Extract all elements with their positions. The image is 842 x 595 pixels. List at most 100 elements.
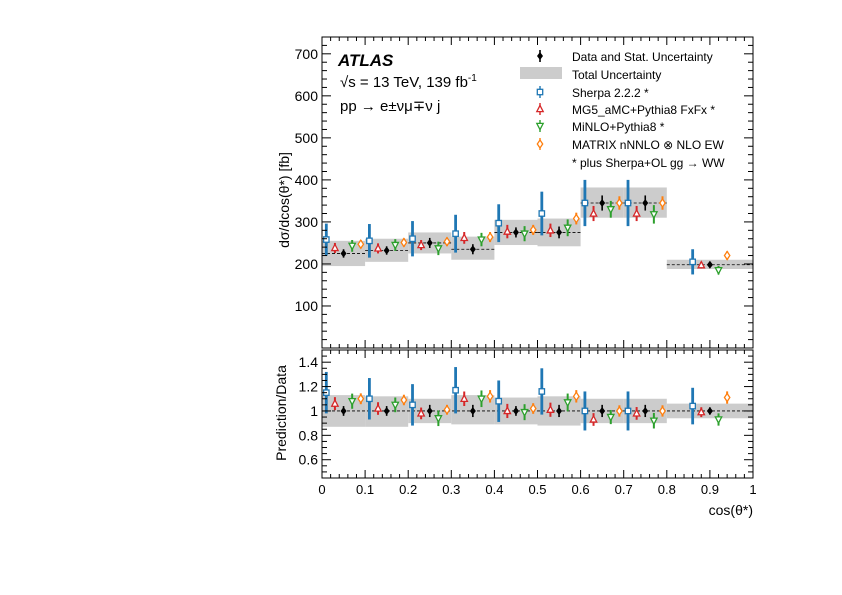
ratio-sherpa-point xyxy=(366,395,373,403)
legend-sherpa-marker xyxy=(536,88,544,96)
ratio-minlo-point xyxy=(714,416,723,425)
legend-minlo-marker xyxy=(535,122,545,132)
x-tick-label: 0.7 xyxy=(615,482,633,497)
ratio-sherpa-point xyxy=(538,388,546,395)
x-tick-label: 0.1 xyxy=(356,482,374,497)
mg5-point xyxy=(503,226,512,235)
sherpa-point xyxy=(689,258,697,266)
data-point xyxy=(469,245,476,254)
ratio-mg5-point xyxy=(589,414,598,423)
mg5-point xyxy=(416,240,426,249)
minlo-point xyxy=(649,211,659,220)
ratio-data-point xyxy=(340,406,347,415)
ratio-minlo-point xyxy=(649,417,659,426)
ratio-data-point xyxy=(426,406,433,415)
ratio-minlo-point xyxy=(391,401,400,410)
legend-label-mg5: MG5_aMC+Pythia8 FxFx * xyxy=(572,103,715,117)
x-tick-label: 0.5 xyxy=(528,482,546,497)
legend-matrix-marker xyxy=(536,138,544,150)
ratio-data-point xyxy=(556,406,563,415)
ratio-panel-axes: 0 0.1 0.2 0.3 0.4 0.5 0.6 0.7 0.8 0.9 1 0.6 0.8 1 1.2 1… xyxy=(299,349,757,497)
mg5-point xyxy=(697,260,706,269)
ratio-matrix-point xyxy=(357,393,365,404)
y-tick-label-main: 700 xyxy=(295,46,319,62)
mg5-point xyxy=(459,232,469,242)
matrix-point xyxy=(723,250,731,261)
ratio-mg5-point xyxy=(546,404,555,413)
mg5-point xyxy=(373,243,383,252)
ratio-data-point xyxy=(706,406,713,415)
ratio-sherpa-point xyxy=(624,407,632,415)
ratio-sherpa-point xyxy=(495,397,503,405)
main-panel-content xyxy=(322,179,753,276)
matrix-point xyxy=(615,197,623,209)
ratio-mg5-point xyxy=(459,393,469,403)
ratio-sherpa-point xyxy=(452,386,459,394)
matrix-point xyxy=(400,237,408,248)
legend-label-minlo: MiNLO+Pythia8 * xyxy=(572,120,665,134)
ratio-minlo-point xyxy=(520,408,529,418)
mg5-point xyxy=(589,208,598,217)
ratio-data-point xyxy=(469,406,476,415)
mg5-point xyxy=(330,242,340,252)
sherpa-point xyxy=(624,199,632,207)
ratio-minlo-point xyxy=(477,395,486,404)
y-tick-label-main: 500 xyxy=(295,130,319,146)
y-axis-label-main: dσ/dcos(θ*) [fb] xyxy=(276,152,292,248)
y-tick-label-ratio: 0.6 xyxy=(299,452,319,468)
ratio-data-point xyxy=(599,406,606,415)
legend-data-marker xyxy=(537,52,543,60)
data-point xyxy=(706,260,713,269)
ratio-matrix-point xyxy=(615,405,623,417)
data-point xyxy=(340,249,347,258)
matrix-point xyxy=(357,239,365,250)
sherpa-point xyxy=(581,199,589,207)
x-tick-label: 0.3 xyxy=(442,482,460,497)
y-tick-label-ratio: 1 xyxy=(310,403,318,419)
minlo-point xyxy=(563,224,572,233)
matrix-point xyxy=(529,224,537,236)
y-tick-label-ratio: 1.2 xyxy=(299,379,319,395)
data-point xyxy=(512,228,519,237)
x-tick-label: 0.9 xyxy=(701,482,719,497)
ratio-mg5-point xyxy=(503,405,512,415)
legend-mg5-marker xyxy=(535,103,545,113)
legend-label-sherpa: Sherpa 2.2.2 * xyxy=(572,86,649,100)
x-tick-label: 0.8 xyxy=(658,482,676,497)
ratio-matrix-point xyxy=(723,392,731,403)
sherpa-point xyxy=(409,235,416,243)
minlo-point xyxy=(477,236,486,245)
ratio-mg5-point xyxy=(373,403,383,412)
matrix-point xyxy=(659,197,666,209)
energy-superscript: -1 xyxy=(468,73,477,84)
data-point xyxy=(599,199,606,208)
ratio-mg5-point xyxy=(632,408,641,417)
ratio-panel-content xyxy=(322,367,753,431)
sherpa-point xyxy=(452,230,459,238)
legend-total-swatch xyxy=(520,67,562,79)
ratio-mg5-point xyxy=(697,407,706,416)
x-tick-label: 0.2 xyxy=(399,482,417,497)
ratio-matrix-point xyxy=(659,405,666,417)
data-point xyxy=(426,238,433,247)
minlo-point xyxy=(606,206,616,215)
ratio-matrix-point xyxy=(486,391,494,402)
y-tick-label-main: 100 xyxy=(295,298,319,314)
legend: Data and Stat. Uncertainty Total Uncertai… xyxy=(520,50,725,170)
energy-label: √s = 13 TeV, 139 fb-1 xyxy=(340,73,477,91)
matrix-point xyxy=(486,231,494,243)
sherpa-point xyxy=(322,236,330,243)
minlo-point xyxy=(391,241,400,251)
sherpa-point xyxy=(495,219,503,227)
legend-label-note: * plus Sherpa+OL gg → WW xyxy=(572,156,725,170)
ratio-mg5-point xyxy=(330,398,340,407)
minlo-point xyxy=(714,267,723,276)
main-panel-axes: 100 200 300 400 500 600 700 xyxy=(295,36,754,349)
matrix-point xyxy=(572,213,580,224)
y-tick-label-main: 400 xyxy=(295,172,319,188)
y-axis-label-ratio: Prediction/Data xyxy=(273,365,289,461)
minlo-point xyxy=(434,245,443,254)
ratio-data-point xyxy=(383,406,390,415)
ratio-minlo-point xyxy=(563,399,572,408)
